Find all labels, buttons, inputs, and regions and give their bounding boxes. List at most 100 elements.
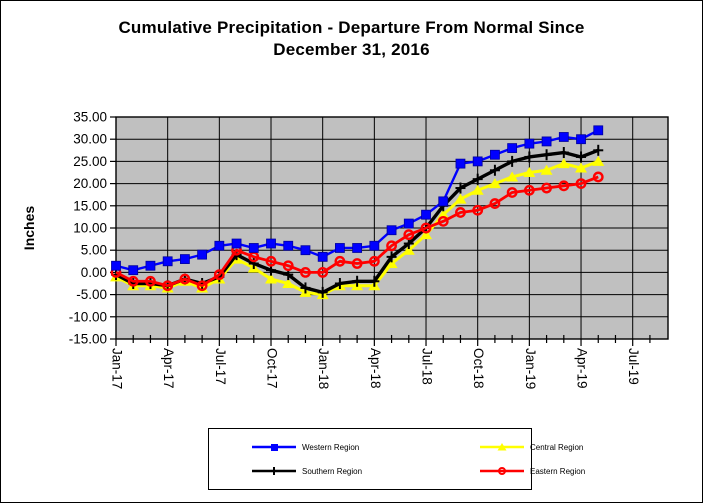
legend-label: Eastern Region bbox=[530, 466, 586, 476]
marker-circle bbox=[196, 280, 208, 292]
marker-circle bbox=[472, 204, 484, 216]
marker-circle bbox=[300, 266, 311, 278]
marker-triangle bbox=[523, 167, 536, 177]
marker-triangle bbox=[454, 193, 467, 204]
marker-circle bbox=[575, 178, 587, 190]
x-tick-label: Apr-18 bbox=[368, 348, 383, 389]
marker-circle bbox=[145, 275, 156, 287]
legend-entry-central-region: Central Region bbox=[479, 440, 585, 454]
marker-square bbox=[541, 136, 552, 147]
x-tick-label: Apr-19 bbox=[575, 348, 590, 389]
x-tick-label: Jan-19 bbox=[523, 348, 538, 389]
marker-circle bbox=[351, 258, 363, 269]
marker-circle bbox=[127, 275, 139, 287]
legend-line-sample bbox=[252, 444, 296, 451]
marker-circle bbox=[179, 273, 191, 285]
marker-square bbox=[403, 218, 414, 229]
marker-circle bbox=[162, 280, 174, 292]
marker-circle bbox=[368, 255, 380, 267]
marker-triangle bbox=[402, 244, 415, 255]
legend-label: Central Region bbox=[530, 442, 584, 452]
y-tick-label: 20.00 bbox=[73, 176, 107, 191]
marker-square bbox=[421, 209, 431, 220]
marker-square bbox=[472, 156, 483, 167]
marker-circle bbox=[317, 266, 329, 278]
legend-label: Western Region bbox=[302, 442, 360, 452]
marker-circle bbox=[437, 215, 449, 227]
marker-square bbox=[438, 196, 449, 207]
marker-triangle bbox=[488, 178, 501, 189]
marker-square bbox=[145, 260, 156, 271]
marker-square bbox=[179, 254, 190, 264]
marker-square bbox=[386, 225, 397, 236]
marker-square bbox=[248, 243, 259, 253]
marker-square bbox=[576, 134, 586, 145]
marker-square bbox=[266, 238, 276, 249]
legend: Western Region Central Region Southern Reg… bbox=[208, 428, 585, 490]
marker-square bbox=[283, 240, 294, 251]
marker-circle bbox=[489, 198, 501, 209]
marker-circle bbox=[523, 184, 535, 196]
marker-square bbox=[197, 249, 208, 260]
marker-circle bbox=[558, 180, 570, 192]
x-tick-label: Jul-17 bbox=[213, 348, 228, 385]
marker-square bbox=[231, 238, 242, 249]
marker-triangle bbox=[265, 273, 278, 284]
marker-triangle bbox=[540, 164, 553, 175]
legend-line-sample bbox=[252, 467, 296, 475]
marker-square bbox=[593, 125, 604, 136]
legend-marker-triangle bbox=[497, 443, 507, 451]
legend-entry-southern-region: Southern Region bbox=[251, 464, 479, 478]
legend-marker-circle-open bbox=[498, 467, 506, 475]
y-tick-label: 25.00 bbox=[73, 154, 107, 169]
y-tick-label: 30.00 bbox=[73, 132, 107, 147]
x-tick-label: Oct-18 bbox=[471, 348, 486, 389]
marker-square bbox=[524, 138, 535, 149]
legend-marker-square bbox=[271, 444, 278, 451]
marker-circle bbox=[386, 240, 397, 252]
legend-entry-western-region: Western Region bbox=[251, 440, 479, 454]
legend-line-sample bbox=[480, 443, 524, 451]
y-tick-label: -15.00 bbox=[69, 332, 107, 347]
legend-line-sample bbox=[480, 467, 524, 475]
marker-triangle bbox=[385, 258, 398, 269]
y-tick-label: -5.00 bbox=[76, 287, 107, 302]
marker-square bbox=[507, 143, 518, 153]
legend-label: Southern Region bbox=[302, 466, 363, 476]
marker-square bbox=[162, 256, 173, 267]
series-line-eastern-region bbox=[115, 175, 599, 288]
marker-triangle bbox=[592, 155, 605, 166]
marker-square bbox=[111, 260, 121, 271]
x-tick-label: Jul-18 bbox=[420, 348, 435, 385]
marker-circle bbox=[506, 187, 518, 198]
marker-triangle bbox=[471, 184, 484, 195]
marker-square bbox=[214, 240, 225, 251]
marker-square bbox=[455, 158, 466, 169]
y-tick-label: 0.00 bbox=[81, 265, 107, 280]
marker-square bbox=[558, 132, 569, 142]
x-tick-label: Jan-17 bbox=[110, 348, 125, 389]
x-tick-label: Jan-18 bbox=[316, 348, 331, 389]
y-tick-label: -10.00 bbox=[69, 309, 107, 324]
marker-circle bbox=[334, 255, 346, 267]
marker-triangle bbox=[557, 158, 570, 169]
marker-circle bbox=[213, 269, 225, 281]
y-tick-label: 10.00 bbox=[73, 221, 107, 236]
chart-title-line1: Cumulative Precipitation - Departure Fro… bbox=[118, 18, 585, 37]
marker-square bbox=[128, 265, 139, 276]
chart-title-line2: December 31, 2016 bbox=[273, 40, 430, 59]
marker-square bbox=[317, 251, 328, 262]
x-tick-label: Apr-17 bbox=[161, 348, 176, 389]
marker-circle bbox=[282, 260, 294, 272]
marker-triangle bbox=[437, 209, 450, 220]
chart-title: Cumulative Precipitation - Departure Fro… bbox=[1, 17, 702, 61]
x-tick-label: Jul-19 bbox=[626, 348, 641, 385]
marker-square bbox=[335, 243, 345, 253]
x-tick-label: Oct-17 bbox=[265, 348, 280, 389]
y-tick-label: 35.00 bbox=[73, 110, 107, 125]
marker-circle bbox=[541, 182, 552, 194]
marker-triangle bbox=[420, 229, 433, 240]
marker-circle bbox=[455, 207, 466, 218]
